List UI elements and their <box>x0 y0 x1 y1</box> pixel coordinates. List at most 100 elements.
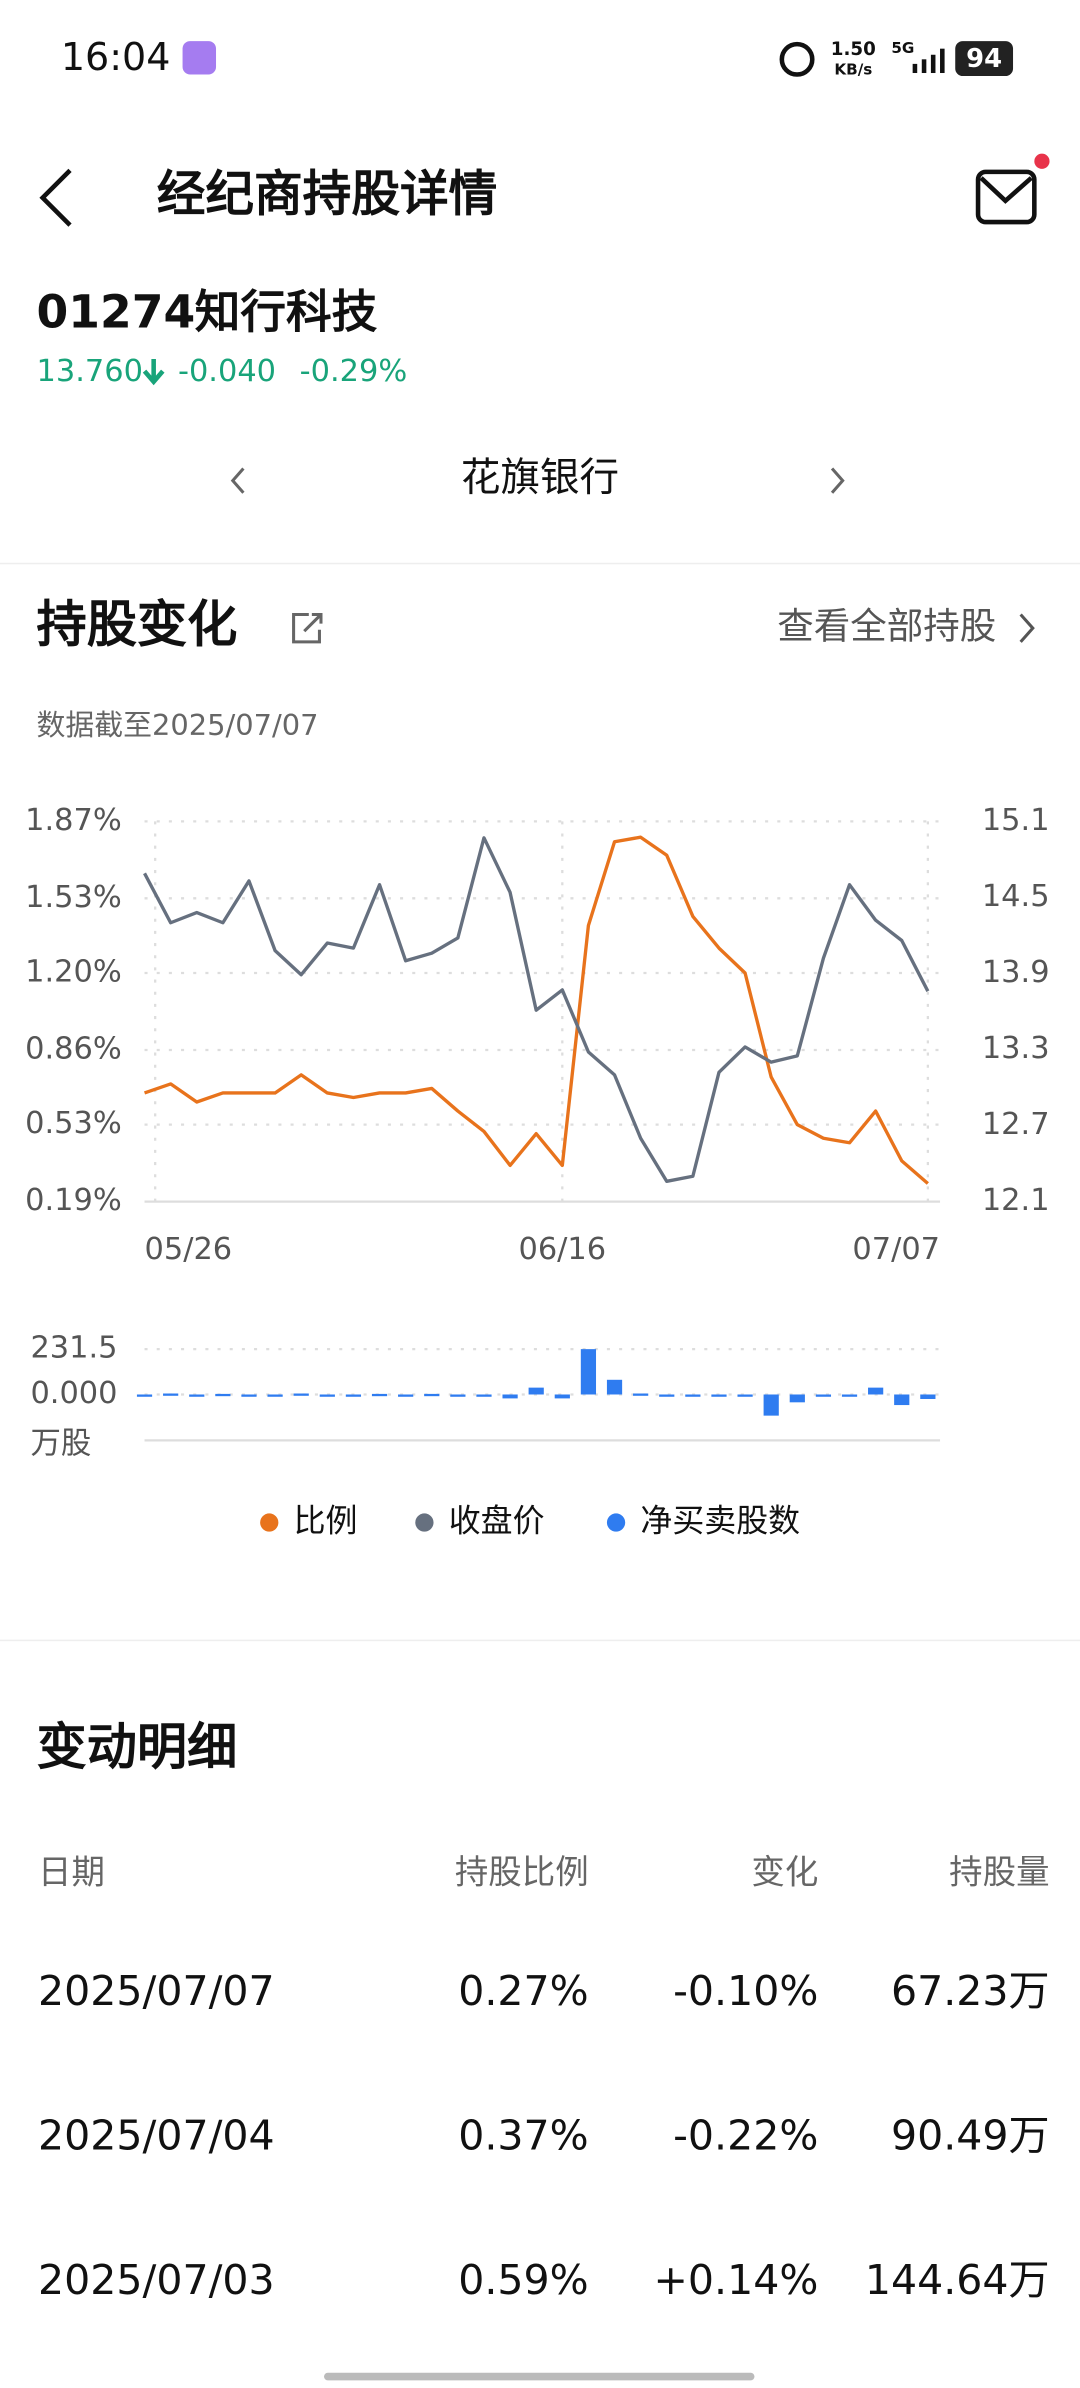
bar <box>868 1387 884 1395</box>
bar <box>424 1393 440 1397</box>
column-header: 日期 <box>38 1852 105 1891</box>
signal-icon <box>912 48 945 74</box>
legend-dot <box>415 1513 434 1532</box>
x-tick-label: 07/07 <box>852 1232 940 1267</box>
column-header: 变化 <box>751 1852 818 1891</box>
table-cell: 2025/07/07 <box>38 1967 275 2015</box>
column-header: 持股比例 <box>455 1852 589 1891</box>
bar <box>345 1394 362 1397</box>
bar <box>815 1394 832 1397</box>
line-series <box>143 835 929 1185</box>
time: 16:04 <box>61 35 171 79</box>
bar <box>163 1393 179 1396</box>
bar <box>737 1394 753 1397</box>
bar <box>763 1394 779 1416</box>
y2-tick-label: 12.7 <box>982 1107 1050 1142</box>
next-broker[interactable] <box>830 467 845 494</box>
y-unit-label: 万股 <box>30 1426 91 1461</box>
legend-label: 净买卖股数 <box>640 1502 800 1540</box>
bar <box>319 1394 335 1397</box>
table-cell: 2025/07/03 <box>38 2256 275 2304</box>
table-cell: 0.59% <box>458 2256 588 2304</box>
bar <box>450 1394 466 1397</box>
view-all-arrow[interactable] <box>1019 613 1035 643</box>
bar <box>920 1394 936 1399</box>
alarm-icon <box>779 41 815 77</box>
bar <box>685 1394 701 1397</box>
share-icon[interactable] <box>292 612 323 644</box>
bar <box>215 1393 231 1397</box>
table-cell: 2025/07/04 <box>38 2112 275 2160</box>
divider <box>0 562 1080 565</box>
bar <box>606 1379 623 1395</box>
legend-label: 比例 <box>294 1502 358 1540</box>
bar <box>136 1394 153 1397</box>
network: 5G <box>891 39 914 57</box>
bar <box>894 1394 910 1406</box>
y-tick-label: 0.53% <box>25 1106 122 1141</box>
y2-tick-label: 13.3 <box>982 1031 1050 1066</box>
y2-tick-label: 12.1 <box>982 1183 1050 1218</box>
details-title: 变动明细 <box>37 1717 238 1776</box>
divider <box>0 1639 1080 1642</box>
x-tick-label: 05/26 <box>145 1232 233 1267</box>
back-button[interactable] <box>39 168 72 227</box>
table-cell: 0.37% <box>458 2112 588 2160</box>
bar <box>398 1394 414 1397</box>
bar <box>241 1394 257 1397</box>
column-header: 持股量 <box>949 1852 1049 1891</box>
stock-price: 13.760 <box>37 354 143 389</box>
home-indicator <box>324 2372 755 2381</box>
bar <box>502 1394 518 1399</box>
table-cell: +0.14% <box>654 2256 819 2304</box>
bar <box>659 1394 675 1397</box>
table-cell: -0.10% <box>673 1967 818 2015</box>
y2-tick-label: 13.9 <box>982 955 1050 990</box>
bar <box>293 1393 309 1396</box>
stock-change: -0.040 <box>178 354 276 389</box>
bar <box>476 1394 492 1397</box>
stock-name: 知行科技 <box>195 285 378 338</box>
table-cell: 67.23万 <box>891 1967 1050 2015</box>
table-cell: 144.64万 <box>865 2256 1050 2304</box>
y-tick-label: 1.20% <box>25 954 122 989</box>
broker-name: 花旗银行 <box>461 455 619 501</box>
page-title: 经纪商持股详情 <box>157 167 498 223</box>
view-all-link[interactable]: 查看全部持股 <box>777 605 996 648</box>
table-cell: 0.27% <box>458 1967 588 2015</box>
y-tick-label: 1.53% <box>25 880 122 915</box>
bar <box>371 1393 388 1397</box>
bar <box>841 1394 858 1397</box>
app-icon <box>182 41 217 75</box>
net-speed-unit: KB/s <box>834 60 872 78</box>
net-speed: 1.50 <box>831 39 876 60</box>
prev-broker[interactable] <box>230 467 245 494</box>
table-cell: -0.22% <box>673 2112 818 2160</box>
bar <box>554 1394 570 1399</box>
y-tick-label: 0.86% <box>25 1031 122 1066</box>
data-date-note: 数据截至2025/07/07 <box>37 708 319 742</box>
mail-button[interactable] <box>975 153 1050 225</box>
legend-label: 收盘价 <box>449 1502 545 1540</box>
x-tick-label: 06/16 <box>518 1232 606 1267</box>
y-tick-label: 231.5 <box>30 1331 117 1366</box>
bar <box>580 1349 597 1395</box>
legend-dot <box>606 1513 626 1532</box>
bar <box>528 1387 544 1395</box>
section-title: 持股变化 <box>37 595 238 654</box>
table-cell: 90.49万 <box>891 2112 1050 2160</box>
bar <box>189 1394 205 1397</box>
stock-code: 01274 <box>37 285 196 338</box>
stock-change-pct: -0.29% <box>300 354 408 389</box>
y2-tick-label: 14.5 <box>982 879 1050 914</box>
line-series <box>143 836 930 1183</box>
battery <box>955 41 1014 77</box>
bar <box>789 1394 805 1403</box>
bar <box>711 1394 727 1397</box>
y-tick-label: 1.87% <box>25 803 122 838</box>
legend-dot <box>260 1513 279 1532</box>
down-arrow <box>142 358 165 386</box>
y-tick-label: 0.000 <box>30 1376 117 1411</box>
